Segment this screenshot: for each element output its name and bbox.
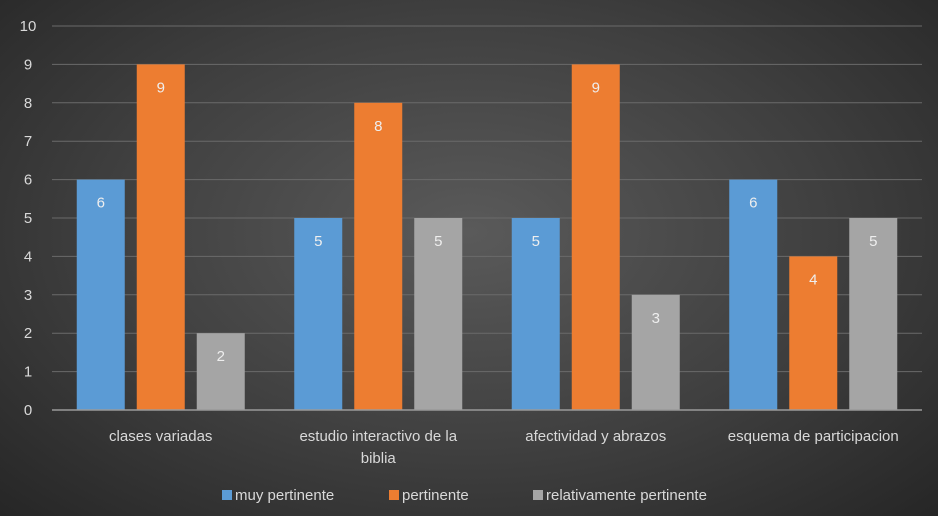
y-tick-label: 6 bbox=[24, 172, 32, 189]
bar bbox=[76, 179, 125, 410]
legend: muy pertinente pertinente relativamente pe… bbox=[222, 487, 707, 504]
data-labels: 6 5 5 6 9 8 9 4 2 5 3 5 bbox=[97, 79, 878, 365]
bar bbox=[631, 294, 680, 410]
data-label: 2 bbox=[217, 348, 225, 365]
bar bbox=[511, 218, 560, 410]
bar bbox=[849, 218, 898, 410]
data-label: 4 bbox=[809, 271, 817, 288]
y-tick-label: 1 bbox=[24, 364, 32, 381]
bar bbox=[294, 218, 343, 410]
legend-swatch bbox=[389, 490, 399, 500]
legend-entry: muy pertinente bbox=[235, 487, 334, 504]
x-tick-label: estudio interactivo de la bbox=[299, 428, 457, 445]
x-tick-label: clases variadas bbox=[109, 428, 212, 445]
bar bbox=[136, 64, 185, 411]
data-label: 8 bbox=[374, 118, 382, 135]
y-axis-ticks: 0 1 2 3 4 5 6 7 8 9 10 bbox=[20, 18, 37, 419]
y-tick-label: 10 bbox=[20, 18, 37, 35]
data-label: 5 bbox=[434, 233, 442, 250]
bar bbox=[571, 64, 620, 411]
x-tick-label: esquema de participacion bbox=[728, 428, 899, 445]
y-tick-label: 7 bbox=[24, 133, 32, 150]
bar bbox=[729, 179, 778, 410]
data-label: 3 bbox=[652, 310, 660, 327]
y-tick-label: 0 bbox=[24, 402, 32, 419]
x-tick-label: afectividad y abrazos bbox=[525, 428, 666, 445]
y-tick-label: 9 bbox=[24, 56, 32, 73]
y-tick-label: 3 bbox=[24, 287, 32, 304]
data-label: 9 bbox=[592, 79, 600, 96]
bars bbox=[76, 64, 898, 411]
y-tick-label: 4 bbox=[24, 248, 32, 265]
y-tick-label: 8 bbox=[24, 95, 32, 112]
data-label: 5 bbox=[314, 233, 322, 250]
data-label: 9 bbox=[157, 79, 165, 96]
y-tick-label: 5 bbox=[24, 210, 32, 227]
bar bbox=[789, 256, 838, 410]
legend-entry: pertinente bbox=[402, 487, 469, 504]
x-axis: clases variadas estudio interactivo de la… bbox=[52, 409, 922, 467]
x-tick-label: biblia bbox=[361, 450, 397, 467]
data-label: 5 bbox=[869, 233, 877, 250]
data-label: 6 bbox=[97, 195, 105, 212]
data-label: 5 bbox=[532, 233, 540, 250]
legend-swatch bbox=[533, 490, 543, 500]
bar bbox=[196, 333, 245, 410]
data-label: 6 bbox=[749, 195, 757, 212]
legend-entry: relativamente pertinente bbox=[546, 487, 707, 504]
y-tick-label: 2 bbox=[24, 325, 32, 342]
bar bbox=[354, 102, 403, 411]
bar bbox=[414, 218, 463, 410]
legend-swatch bbox=[222, 490, 232, 500]
